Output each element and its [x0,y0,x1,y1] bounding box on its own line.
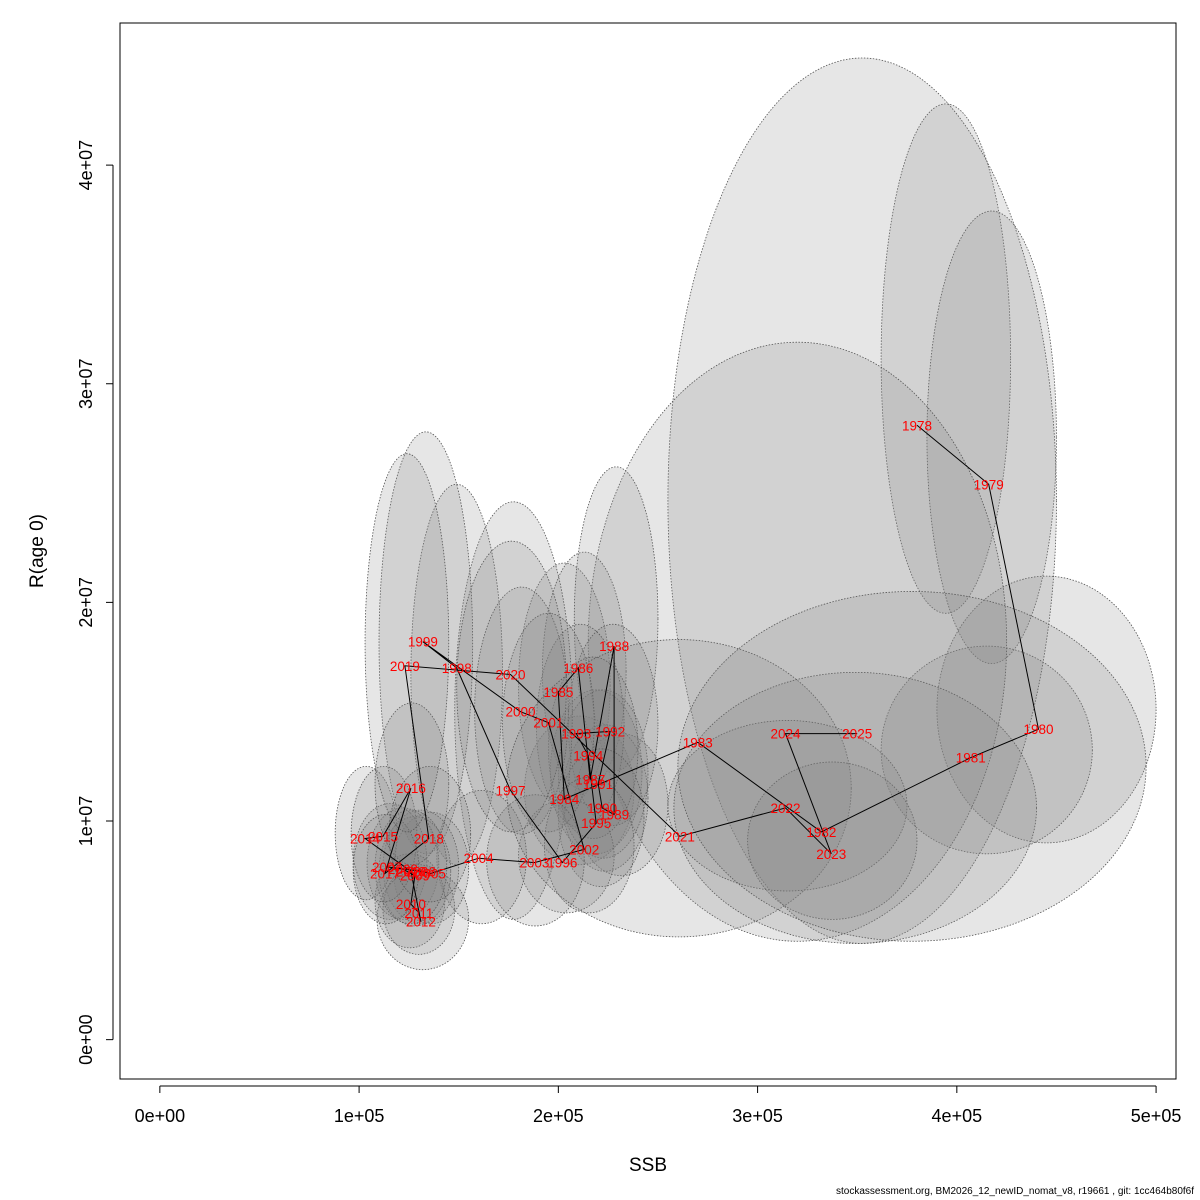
year-label-2017: 2017 [370,866,400,881]
ellipse-1999 [378,431,474,855]
year-label-2023: 2023 [816,847,846,862]
y-tick-label: 2e+07 [76,577,96,628]
ellipse-1997 [454,501,573,920]
ellipse-2000 [474,586,569,835]
ellipse-1981 [880,645,1093,855]
ellipse-2018 [388,765,472,903]
ellipse-1986 [542,551,627,791]
year-label-2000: 2000 [505,705,535,720]
ellipse-2025 [677,591,1147,942]
year-label-2018: 2018 [414,832,444,847]
y-axis: 0e+00 1e+07 2e+07 3e+07 4e+07 [76,140,114,1065]
year-label-1986: 1986 [563,661,593,676]
y-tick-label: 3e+07 [76,358,96,409]
ellipse-2023 [747,761,918,920]
ellipse-2006 [382,809,460,925]
year-label-1978: 1978 [902,418,932,433]
year-label-2019: 2019 [390,659,420,674]
year-label-1989: 1989 [599,807,629,822]
ellipse-1996 [518,798,615,914]
ellipse-2009 [378,816,452,927]
ellipse-1980 [936,575,1157,844]
ellipse-2016 [374,702,450,866]
year-label-2013: 2013 [396,864,426,879]
year-label-1999: 1999 [408,635,438,650]
ellipse-2024 [673,671,1037,944]
y-tick-label: 4e+07 [76,140,96,191]
x-axis-title: SSB [629,1155,667,1176]
confidence-ellipses [334,57,1157,971]
year-label-1987: 1987 [575,772,605,787]
year-label-2014: 2014 [350,832,381,847]
stock-recruit-trajectory-line [363,424,1040,922]
x-tick-label: 4e+05 [932,1106,983,1126]
x-tick-label: 3e+05 [732,1106,783,1126]
ellipse-2010 [374,853,446,949]
ellipse-2019 [364,453,450,833]
year-label-1992: 1992 [595,724,625,739]
ellipse-1995 [557,748,645,888]
x-tick-label: 1e+05 [334,1106,385,1126]
year-label-2020: 2020 [495,668,525,683]
year-label-1984: 1984 [549,792,580,807]
year-label-2003: 2003 [519,856,549,871]
year-label-2015: 2015 [368,829,398,844]
year-label-1995: 1995 [581,816,611,831]
ellipse-1979 [926,210,1057,664]
ellipse-1990 [561,724,649,872]
year-label-2012: 2012 [406,915,436,930]
x-tick-label: 0e+00 [135,1106,186,1126]
year-label-2001: 2001 [533,716,563,731]
footer-caption: stockassessment.org, BM2026_12_newID_nom… [836,1186,1194,1197]
year-label-2021: 2021 [665,829,695,844]
year-label-1993: 1993 [561,727,591,742]
year-label-1985: 1985 [543,685,573,700]
year-label-2008: 2008 [388,862,418,877]
year-label-1991: 1991 [583,777,613,792]
year-label-1988: 1988 [599,639,629,654]
year-label-1998: 1998 [442,661,472,676]
ellipse-2021 [506,639,852,938]
year-label-1983: 1983 [683,735,713,750]
ellipse-1987 [549,689,643,855]
year-label-2007: 2007 [372,860,402,875]
y-tick-label: 0e+00 [76,1014,96,1065]
year-label-2016: 2016 [396,781,426,796]
ellipse-1988 [573,466,659,772]
year-label-2004: 2004 [464,851,495,866]
ellipse-2003 [486,794,585,927]
year-label-2022: 2022 [770,801,800,816]
year-label-1996: 1996 [547,856,577,871]
year-label-1990: 1990 [587,801,617,816]
year-label-2025: 2025 [842,727,872,742]
ellipse-1978 [880,103,1012,614]
year-label-1980: 1980 [1023,722,1053,737]
year-labels: 1978 1979 1980 1981 1982 1983 1984 1985 1986 1987… [350,418,1053,929]
year-label-2005: 2005 [416,866,446,881]
year-label-1997: 1997 [495,783,525,798]
year-label-2010: 2010 [396,897,426,912]
y-tick-label: 1e+07 [76,796,96,847]
ellipse-2012 [376,868,470,971]
year-label-2006: 2006 [406,864,436,879]
x-axis: 0e+00 1e+05 2e+05 3e+05 4e+05 5e+05 [135,1085,1182,1126]
year-label-2011: 2011 [404,906,433,921]
ellipse-1991 [557,689,649,859]
x-tick-label: 5e+05 [1131,1106,1182,1126]
year-label-1994: 1994 [573,748,604,763]
ellipse-1993 [536,623,625,828]
year-label-2024: 2024 [770,727,801,742]
year-label-2009: 2009 [400,869,430,884]
x-tick-label: 2e+05 [533,1106,584,1126]
year-label-2002: 2002 [569,842,599,857]
year-label-1981: 1981 [956,751,986,766]
year-label-1982: 1982 [806,825,836,840]
ellipse-2020 [456,540,567,833]
plot-frame [119,22,1177,1080]
year-label-1979: 1979 [974,477,1004,492]
y-axis-title: R(age 0) [27,514,48,588]
ellipse-2002 [543,776,635,914]
